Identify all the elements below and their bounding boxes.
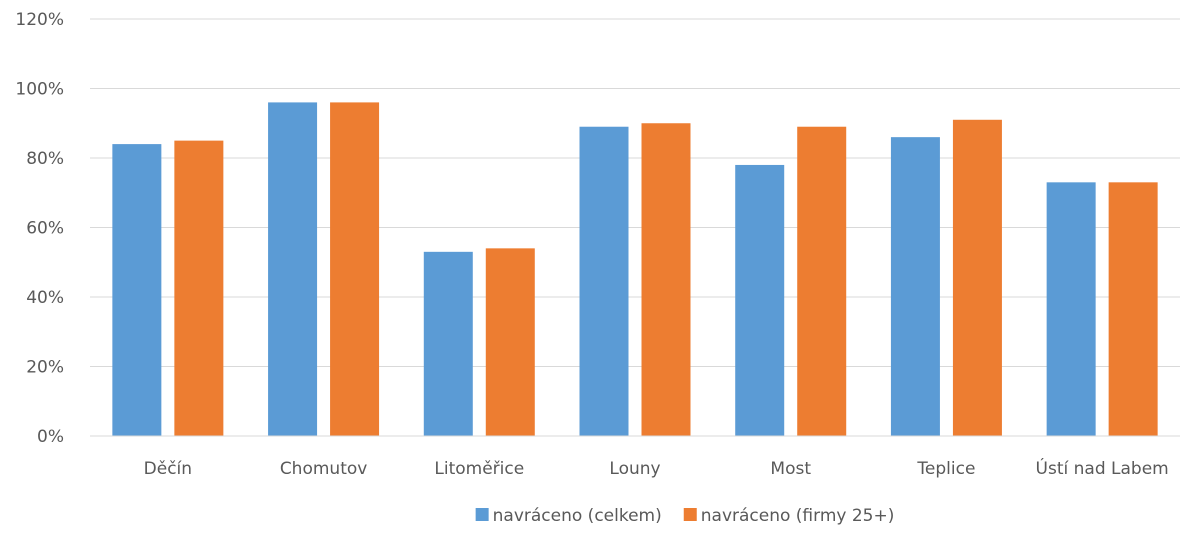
y-axis-tick-labels: 0% 20% 40% 60% 80% 100% 120%: [15, 10, 64, 447]
legend-swatch: [683, 508, 697, 521]
bar: [1108, 182, 1158, 436]
legend-item: navráceno (celkem): [475, 506, 662, 526]
y-tick-label: 60%: [26, 219, 64, 239]
bar: [797, 126, 847, 436]
y-tick-label: 40%: [26, 288, 64, 308]
legend-item: navráceno (firmy 25+): [683, 506, 895, 526]
gridlines: [90, 18, 1180, 367]
x-category-label: Most: [770, 459, 811, 479]
legend-swatch: [475, 508, 489, 521]
x-category-label: Děčín: [144, 459, 192, 479]
bar: [330, 102, 380, 437]
bar: [174, 140, 224, 436]
bar: [890, 137, 940, 436]
bar: [579, 126, 629, 436]
y-tick-label: 80%: [26, 149, 64, 169]
x-category-label: Ústí nad Labem: [1036, 457, 1169, 479]
x-category-label: Chomutov: [280, 459, 368, 479]
bar: [423, 251, 473, 436]
y-tick-label: 100%: [15, 80, 64, 100]
x-category-label: Litoměřice: [434, 459, 524, 479]
bar: [641, 123, 691, 436]
y-tick-label: 20%: [26, 358, 64, 378]
y-tick-label: 120%: [15, 10, 64, 30]
bars: [112, 102, 1158, 437]
bar: [112, 144, 162, 436]
bar: [735, 164, 785, 436]
bar: [485, 248, 535, 436]
bar: [952, 119, 1002, 437]
bar: [1046, 182, 1096, 436]
x-category-label: Teplice: [916, 459, 975, 479]
legend-label: navráceno (celkem): [493, 506, 662, 526]
legend: navráceno (celkem) navráceno (firmy 25+): [475, 506, 895, 526]
bar: [268, 102, 318, 437]
x-axis-category-labels: Děčín Chomutov Litoměřice Louny Most Teplice Ú…: [144, 457, 1169, 479]
x-category-label: Louny: [609, 459, 660, 479]
y-tick-label: 0%: [37, 427, 64, 447]
legend-label: navráceno (firmy 25+): [701, 506, 895, 526]
